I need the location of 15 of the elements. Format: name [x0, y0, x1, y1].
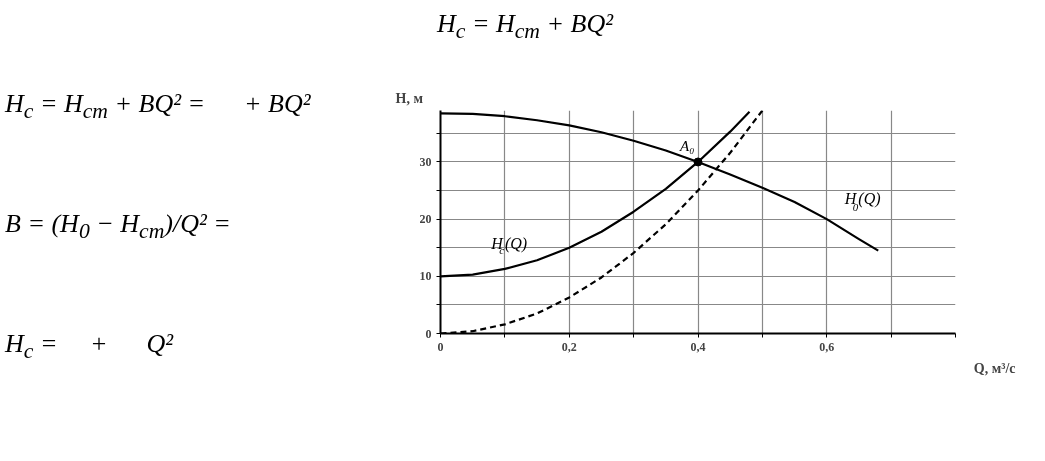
text: H$_{с}$ = H$_{ст}$ + BQ² = + BQ²: [5, 88, 311, 126]
x-axis-title: Q, м³/с: [973, 360, 1016, 376]
x-tick-label: 0: [437, 339, 444, 354]
y-tick-label: 30: [419, 154, 432, 169]
x-tick-label: 0,2: [561, 339, 577, 354]
x-tick-label: 0,4: [690, 339, 706, 354]
text: H$_{с}$ = + Q²: [5, 328, 174, 366]
y-tick-label: 10: [419, 269, 432, 284]
text: B = (H$_{0}$ − H$_{ст}$)/Q² =: [5, 208, 231, 246]
y-tick-label: 0: [425, 326, 432, 341]
y-tick-label: 20: [419, 212, 432, 227]
y-axis-title: H, м: [395, 90, 424, 106]
annotation: A₀: [679, 137, 695, 154]
text: H$_{с}$ = H$_{ст}$ + BQ²: [437, 8, 613, 46]
x-tick-label: 0,6: [819, 339, 835, 354]
